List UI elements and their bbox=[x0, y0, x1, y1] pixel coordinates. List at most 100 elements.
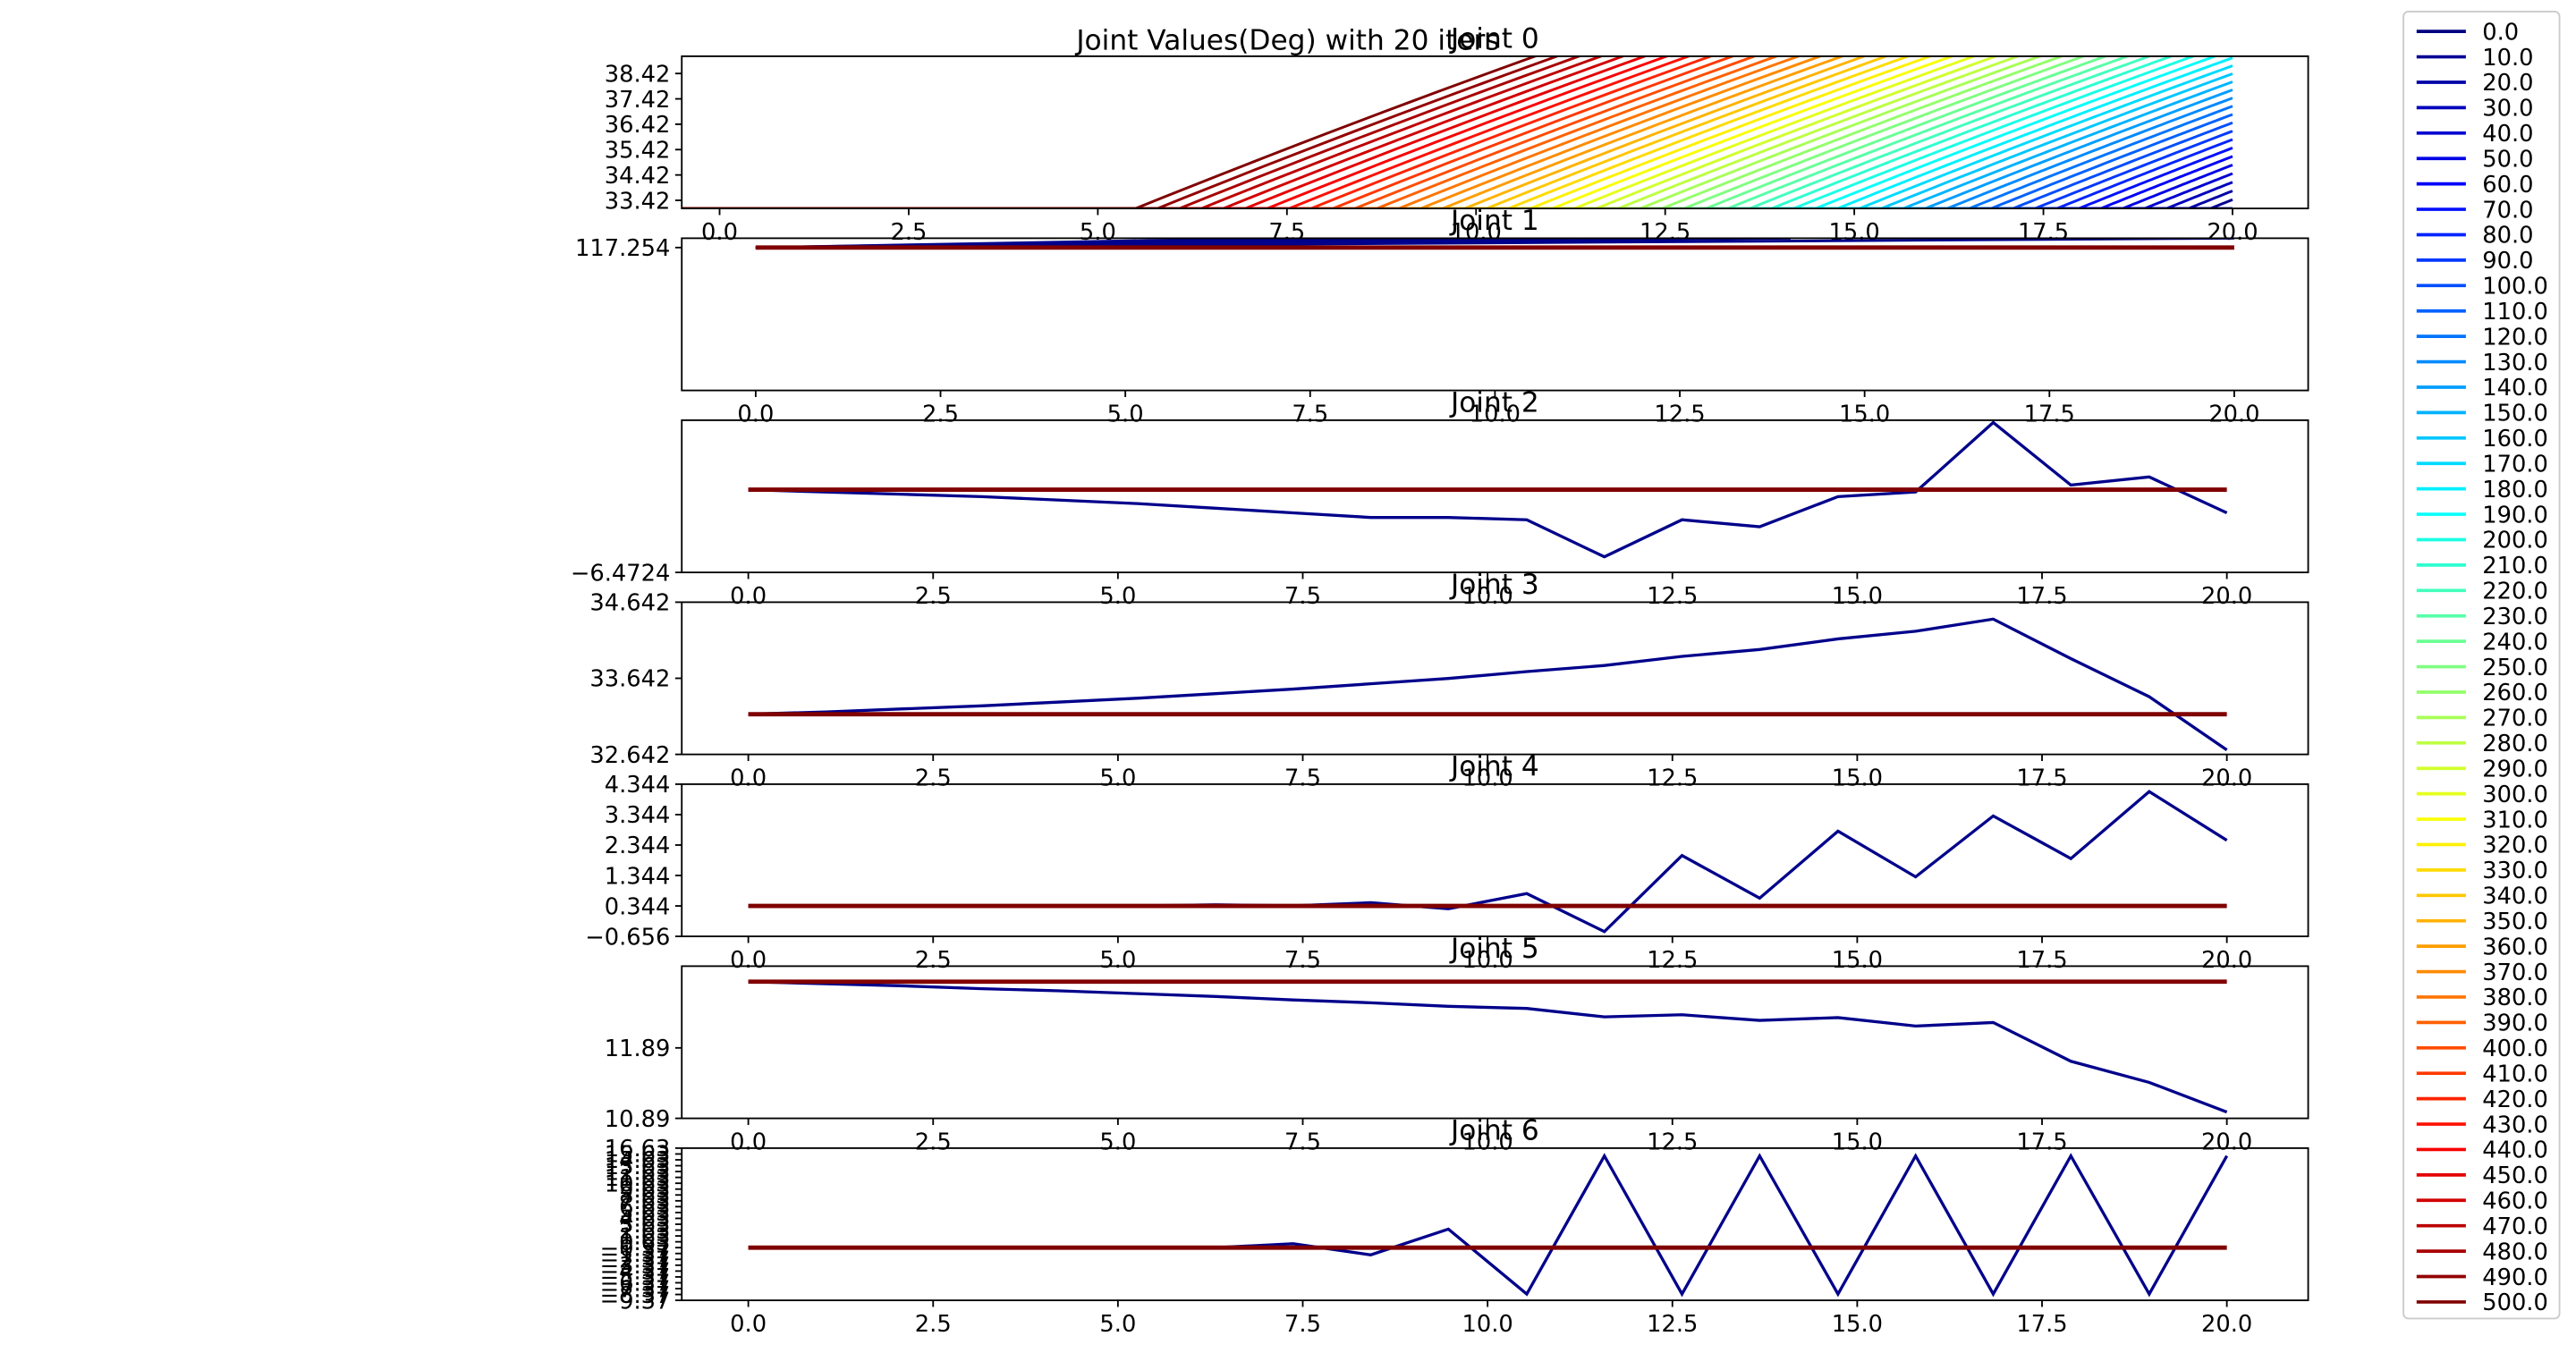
x-tick-label: 2.5 bbox=[922, 402, 959, 428]
joint-0-series-35 bbox=[682, 55, 1868, 209]
x-tick-label: 15.0 bbox=[1839, 402, 1890, 428]
subplot-title: Joint 4 bbox=[1449, 751, 1539, 783]
y-tick-label: 2.344 bbox=[605, 833, 671, 859]
joint-0-series-36 bbox=[682, 55, 1846, 209]
y-tick-label: 4.344 bbox=[605, 772, 671, 799]
legend-label: 280.0 bbox=[2482, 731, 2548, 757]
y-tick-label: 1.63 bbox=[619, 1223, 670, 1250]
x-tick-label: 15.0 bbox=[1832, 947, 1883, 974]
joint-0-series-39 bbox=[682, 55, 1781, 209]
y-tick-label: 11.89 bbox=[605, 1036, 671, 1062]
joint-0-series-19 bbox=[682, 55, 2219, 209]
y-tick-label: 36.42 bbox=[605, 112, 671, 139]
legend-item: 120.0 bbox=[2416, 324, 2548, 351]
y-tick-label: 14.63 bbox=[605, 1147, 671, 1174]
legend-label: 490.0 bbox=[2482, 1264, 2548, 1291]
legend-item: 440.0 bbox=[2416, 1137, 2548, 1164]
legend-item: 480.0 bbox=[2416, 1239, 2548, 1265]
legend-label: 40.0 bbox=[2482, 121, 2533, 148]
joint-0-series-24 bbox=[682, 55, 2110, 209]
y-tick-label: −1.37 bbox=[600, 1241, 671, 1268]
legend-label: 410.0 bbox=[2482, 1061, 2548, 1087]
x-tick-label: 12.5 bbox=[1647, 765, 1698, 792]
legend-item: 410.0 bbox=[2416, 1061, 2548, 1087]
legend-item: 400.0 bbox=[2416, 1036, 2548, 1062]
x-tick-label: 0.0 bbox=[730, 765, 767, 792]
joint-0-series-48 bbox=[682, 55, 1583, 209]
y-tick-label: 33.42 bbox=[605, 188, 671, 215]
legend-item: 470.0 bbox=[2416, 1213, 2548, 1240]
x-tick-label: 17.5 bbox=[2016, 947, 2067, 974]
legend-label: 340.0 bbox=[2482, 883, 2548, 909]
subplot-title: Joint 0 bbox=[1449, 23, 1539, 55]
legend-label: 380.0 bbox=[2482, 985, 2548, 1011]
y-tick-label: 34.42 bbox=[605, 163, 671, 190]
legend-item: 450.0 bbox=[2416, 1163, 2548, 1189]
legend-item: 280.0 bbox=[2416, 731, 2548, 757]
subplot-joint-5: 0.0 2.5 5.0 7.5 10.0 12.5 15.0 17.5 20.0 10.89 11.… bbox=[605, 933, 2309, 1156]
x-tick-label: 2.5 bbox=[915, 765, 952, 792]
x-tick-label: 0.0 bbox=[730, 1129, 767, 1156]
legend-label: 210.0 bbox=[2482, 553, 2548, 579]
y-tick-label: 8.63 bbox=[619, 1182, 670, 1209]
legend-label: 60.0 bbox=[2482, 172, 2533, 199]
legend-item: 370.0 bbox=[2416, 960, 2548, 986]
joint-0-series-13 bbox=[682, 97, 2233, 209]
y-tick-label: −3.37 bbox=[600, 1253, 671, 1280]
x-tick-label: 20.0 bbox=[2207, 219, 2258, 246]
plot-area bbox=[748, 790, 2228, 934]
joint-0-series-27 bbox=[682, 55, 2044, 209]
x-tick-label: 17.5 bbox=[2016, 765, 2067, 792]
legend-item: 420.0 bbox=[2416, 1087, 2548, 1113]
y-tick-label: −4.37 bbox=[600, 1259, 671, 1286]
joint-0-series-15 bbox=[682, 80, 2233, 209]
x-tick-label: 2.5 bbox=[891, 219, 928, 246]
y-tick-label: −0.37 bbox=[600, 1235, 671, 1262]
y-tick-label: 13.63 bbox=[605, 1154, 671, 1180]
subplot-title: Joint 6 bbox=[1449, 1115, 1539, 1147]
joint-0-series-34 bbox=[682, 55, 1890, 209]
legend-item: 500.0 bbox=[2416, 1290, 2548, 1316]
joint-0-series-10 bbox=[682, 121, 2233, 209]
axes-frame bbox=[681, 782, 2309, 938]
legend-label: 390.0 bbox=[2482, 1011, 2548, 1037]
joint-0-series-7 bbox=[682, 147, 2233, 209]
legend-label: 440.0 bbox=[2482, 1137, 2548, 1164]
x-tick-label: 15.0 bbox=[1832, 1129, 1883, 1156]
legend-label: 230.0 bbox=[2482, 604, 2548, 630]
subplot-joint-1: 0.0 2.5 5.0 7.5 10.0 12.5 15.0 17.5 20.0 117.254 J… bbox=[575, 205, 2309, 428]
joint-0-series-23 bbox=[682, 55, 2131, 209]
y-tick-label: 2.63 bbox=[619, 1218, 670, 1245]
y-tick-label: 37.42 bbox=[605, 87, 671, 114]
legend-item: 110.0 bbox=[2416, 299, 2548, 326]
y-tick-label: 16.63 bbox=[605, 1136, 671, 1163]
joint-0-series-5 bbox=[682, 164, 2233, 209]
legend-label: 310.0 bbox=[2482, 807, 2548, 833]
legend-label: 70.0 bbox=[2482, 197, 2533, 224]
legend-label: 470.0 bbox=[2482, 1213, 2548, 1240]
joint-0-series-28 bbox=[682, 55, 2022, 209]
joint-0-series-20 bbox=[682, 55, 2198, 209]
joint-3-series-0 bbox=[748, 617, 2228, 752]
legend-label: 50.0 bbox=[2482, 146, 2533, 173]
y-tick-label: 1.344 bbox=[605, 863, 671, 890]
plot-area bbox=[748, 1153, 2229, 1298]
x-tick-label: 15.0 bbox=[1832, 583, 1883, 610]
y-tick-label: 117.254 bbox=[575, 235, 670, 262]
legend-label: 130.0 bbox=[2482, 350, 2548, 376]
legend-item: 270.0 bbox=[2416, 706, 2548, 732]
joint-6-series-0 bbox=[748, 1153, 2229, 1298]
legend-item: 160.0 bbox=[2416, 426, 2548, 452]
joint-0-series-30 bbox=[682, 55, 1979, 209]
legend-frame bbox=[2402, 11, 2561, 1320]
legend-label: 400.0 bbox=[2482, 1036, 2548, 1062]
joint-0-series-17 bbox=[682, 64, 2233, 209]
plot-area bbox=[682, 55, 2233, 209]
joint-0-series-40 bbox=[682, 55, 1758, 209]
x-tick-label: 20.0 bbox=[2201, 765, 2252, 792]
legend-item: 230.0 bbox=[2416, 604, 2548, 630]
legend-item: 80.0 bbox=[2416, 223, 2533, 249]
joint-0-series-31 bbox=[682, 55, 1956, 209]
legend-label: 250.0 bbox=[2482, 655, 2548, 681]
